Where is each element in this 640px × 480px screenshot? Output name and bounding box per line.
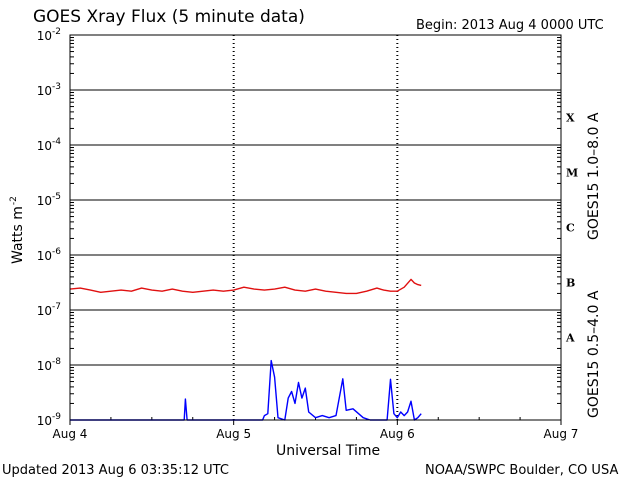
y-tick-label-base: 10 [37, 139, 52, 153]
y-axis-label-exponent: -2 [9, 196, 19, 205]
flare-class-x: X [566, 112, 575, 125]
y-tick-label-exponent: -6 [52, 247, 61, 257]
y-tick-label: 10-5 [37, 192, 61, 208]
y-tick-label-base: 10 [37, 249, 52, 263]
y-tick-label: 10-2 [37, 27, 61, 43]
y-tick-label-base: 10 [37, 414, 52, 428]
y-tick-label-base: 10 [37, 194, 52, 208]
y-tick-label: 10-4 [37, 137, 62, 153]
x-tick-label: Aug 6 [380, 427, 415, 441]
x-axis-ticks: Aug 4 Aug 5 Aug 6 Aug 7 [53, 417, 579, 441]
plot-frame [69, 34, 562, 421]
y-tick-label-base: 10 [37, 304, 52, 318]
y-tick-label: 10-6 [37, 247, 62, 263]
flare-class-a: A [565, 332, 575, 345]
y-tick-label-exponent: -3 [52, 82, 61, 92]
updated-timestamp: Updated 2013 Aug 6 03:35:12 UTC [2, 463, 229, 478]
y-tick-label-exponent: -2 [52, 27, 61, 37]
series-line-long-channel [69, 278, 422, 295]
y-axis-label-text: Watts m [10, 206, 26, 264]
x-tick-label: Aug 7 [544, 427, 579, 441]
series-layer [69, 278, 422, 421]
y-tick-label-base: 10 [37, 29, 52, 43]
y-axis-label: Watts m-2 [9, 196, 26, 264]
x-tick-label: Aug 5 [216, 427, 251, 441]
y-tick-label: 10-9 [37, 412, 62, 428]
y-tick-label-base: 10 [37, 84, 52, 98]
x-axis-label: Universal Time [276, 443, 380, 459]
x-tick-label: Aug 4 [53, 427, 88, 441]
y-tick-label: 10-3 [37, 82, 61, 98]
y-tick-label: 10-7 [37, 302, 61, 318]
legend-long-channel: GOES15 1.0–8.0 A [586, 112, 602, 240]
y-tick-label-base: 10 [37, 359, 52, 373]
y-tick-label-exponent: -5 [52, 192, 61, 202]
y-tick-label-exponent: -8 [52, 357, 61, 367]
y-tick-label-exponent: -4 [52, 137, 61, 147]
y-tick-label-exponent: -9 [52, 412, 61, 422]
chart-title: GOES Xray Flux (5 minute data) [33, 7, 305, 27]
flare-class-labels: X M C B A [565, 112, 578, 345]
grid-lines [70, 35, 561, 420]
y-tick-label: 10-8 [37, 357, 62, 373]
flare-class-c: C [566, 222, 575, 235]
series-line-short-channel [70, 359, 422, 421]
y-axis-ticks: 10-210-310-410-510-610-710-810-9 [37, 27, 561, 428]
begin-label: Begin: 2013 Aug 4 0000 UTC [416, 18, 604, 33]
source-credit: NOAA/SWPC Boulder, CO USA [425, 463, 618, 478]
y-tick-label-exponent: -7 [52, 302, 61, 312]
legend-short-channel: GOES15 0.5–4.0 A [586, 290, 602, 418]
flare-class-m: M [566, 167, 578, 180]
flare-class-b: B [566, 277, 575, 290]
